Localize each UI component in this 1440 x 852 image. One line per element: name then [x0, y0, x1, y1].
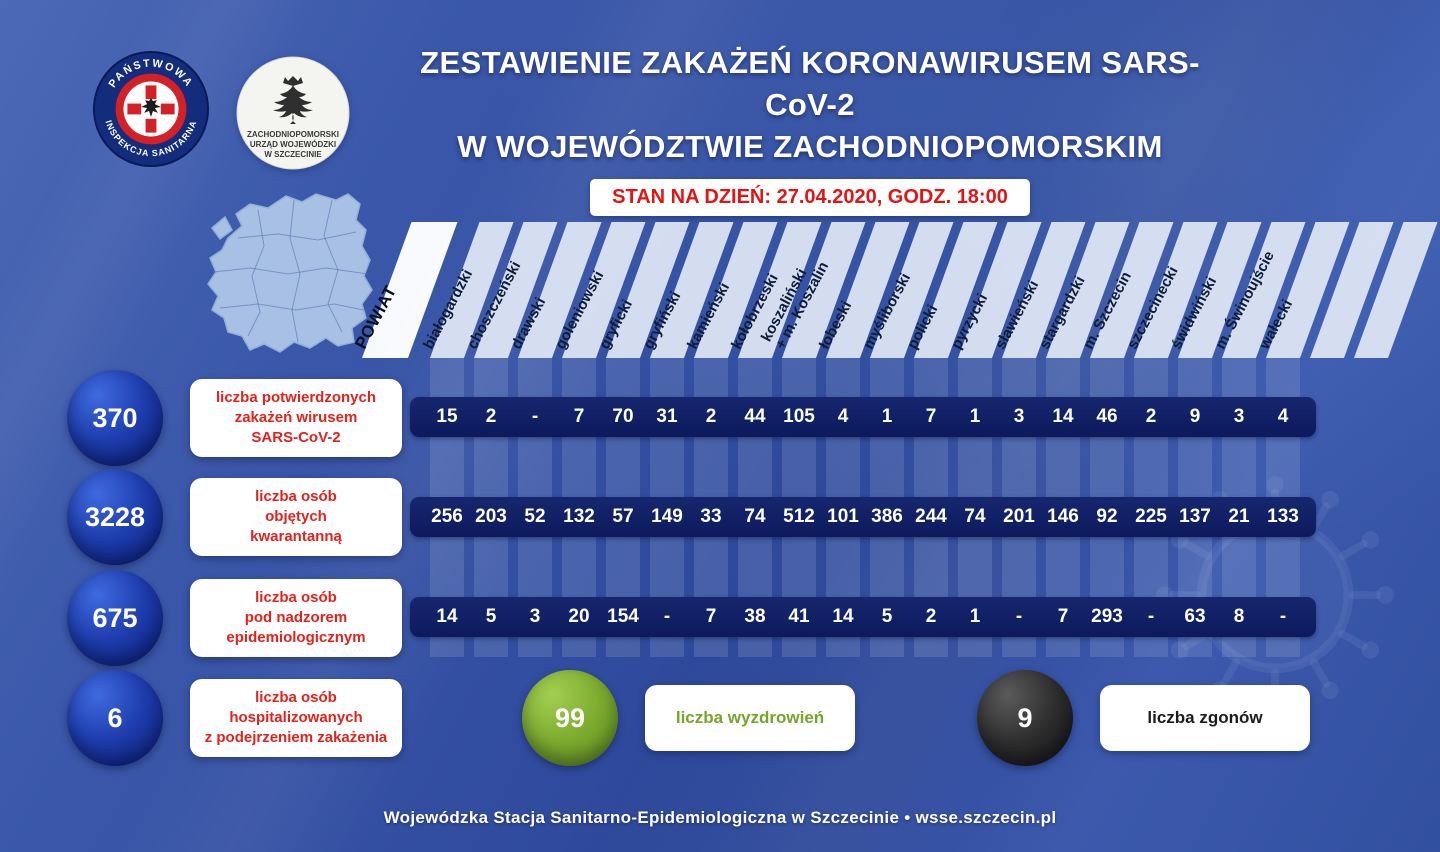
- stat-circle-surveillance: 675: [67, 570, 163, 666]
- cell-quarantine-19: 133: [1267, 506, 1299, 527]
- cell-quarantine-14: 146: [1047, 506, 1079, 527]
- cell-quarantine-2: 52: [524, 506, 546, 527]
- cell-confirmed-7: 44: [744, 406, 766, 427]
- cell-quarantine-0: 256: [431, 506, 463, 527]
- cell-surveillance-18: 8: [1233, 606, 1245, 627]
- voivodeship-office-logo: ZACHODNIOPOMORSKI URZĄD WOJEWÓDZKI W SZC…: [236, 56, 350, 170]
- cell-surveillance-0: 14: [436, 606, 458, 627]
- cell-quarantine-1: 203: [475, 506, 507, 527]
- footer-text: Wojewódzka Stacja Sanitarno-Epidemiologi…: [383, 808, 1057, 827]
- cell-confirmed-9: 4: [837, 406, 849, 427]
- cell-confirmed-15: 46: [1096, 406, 1118, 427]
- cell-confirmed-8: 105: [783, 406, 815, 427]
- cell-confirmed-17: 9: [1189, 406, 1201, 427]
- cell-surveillance-4: 154: [607, 606, 639, 627]
- cell-surveillance-8: 41: [788, 606, 810, 627]
- cell-quarantine-6: 33: [700, 506, 722, 527]
- stat-circle-deaths: 9: [977, 670, 1073, 766]
- cell-quarantine-4: 57: [612, 506, 634, 527]
- cell-surveillance-11: 2: [925, 606, 937, 627]
- cell-surveillance-5: -: [663, 606, 671, 627]
- cell-confirmed-13: 3: [1013, 406, 1025, 427]
- cell-confirmed-0: 15: [436, 406, 458, 427]
- sanitary-inspection-logo: PAŃSTWOWA INSPEKCJA SANITARNA: [92, 50, 210, 168]
- stat-circle-recovered: 99: [522, 670, 618, 766]
- cell-surveillance-16: -: [1147, 606, 1155, 627]
- cell-quarantine-3: 132: [563, 506, 595, 527]
- cell-confirmed-14: 14: [1052, 406, 1074, 427]
- voivodeship-map: [207, 193, 373, 353]
- cell-confirmed-11: 7: [925, 406, 937, 427]
- cell-surveillance-14: 7: [1057, 606, 1069, 627]
- cell-quarantine-15: 92: [1096, 506, 1118, 527]
- stat-circle-confirmed: 370: [67, 370, 163, 466]
- office-logo-line1: ZACHODNIOPOMORSKI: [247, 130, 339, 139]
- cell-surveillance-9: 14: [832, 606, 854, 627]
- row-bar-quarantine: [410, 497, 1316, 537]
- page-title-line2: W WOJEWÓDZTWIE ZACHODNIOPOMORSKIM: [457, 128, 1163, 164]
- eagle-icon: [141, 98, 161, 117]
- stat-circle-hospitalized: 6: [67, 670, 163, 766]
- stat-label-quarantine: liczba osób objętych kwarantanną: [190, 478, 402, 556]
- stat-label-surveillance: liczba osób pod nadzorem epidemiologiczn…: [190, 579, 402, 657]
- cell-quarantine-12: 74: [964, 506, 986, 527]
- stat-total-hospitalized: 6: [107, 702, 123, 733]
- cell-surveillance-19: -: [1279, 606, 1287, 627]
- stat-label-confirmed: liczba potwierdzonych zakażeń wirusem SA…: [190, 379, 402, 457]
- cell-confirmed-19: 4: [1277, 406, 1289, 427]
- cell-confirmed-3: 7: [573, 406, 585, 427]
- cell-confirmed-4: 70: [612, 406, 634, 427]
- cell-quarantine-17: 137: [1179, 506, 1211, 527]
- cell-surveillance-1: 5: [485, 606, 497, 627]
- cell-surveillance-17: 63: [1184, 606, 1206, 627]
- cell-quarantine-10: 386: [871, 506, 903, 527]
- cell-quarantine-8: 512: [783, 506, 815, 527]
- cell-confirmed-6: 2: [705, 406, 717, 427]
- row-bar-surveillance: [410, 597, 1316, 637]
- cell-surveillance-3: 20: [568, 606, 590, 627]
- cell-surveillance-10: 5: [881, 606, 893, 627]
- cell-confirmed-16: 2: [1145, 406, 1157, 427]
- office-logo-line2: URZĄD WOJEWÓDZKI: [250, 140, 336, 149]
- stat-total-deaths: 9: [1017, 702, 1033, 733]
- cell-quarantine-16: 225: [1135, 506, 1167, 527]
- cell-confirmed-18: 3: [1233, 406, 1245, 427]
- row-bar-confirmed: [410, 397, 1316, 437]
- stat-total-confirmed: 370: [92, 402, 138, 433]
- stat-circle-quarantine: 3228: [67, 469, 163, 565]
- date-banner: STAN NA DZIEŃ: 27.04.2020, GODZ. 18:00: [590, 178, 1030, 216]
- cell-quarantine-18: 21: [1228, 506, 1250, 527]
- cell-confirmed-12: 1: [969, 406, 981, 427]
- stat-total-quarantine: 3228: [84, 501, 146, 532]
- page-title-line1: ZESTAWIENIE ZAKAŻEŃ KORONAWIRUSEM SARS-C…: [420, 45, 1200, 122]
- office-eagle-icon: [273, 76, 313, 124]
- cell-confirmed-1: 2: [485, 406, 497, 427]
- cell-confirmed-10: 1: [881, 406, 893, 427]
- stat-label-recovered: liczba wyzdrowień: [645, 685, 855, 751]
- cell-surveillance-7: 38: [744, 606, 766, 627]
- stat-total-recovered: 99: [554, 702, 586, 733]
- cell-quarantine-7: 74: [744, 506, 766, 527]
- title-block: ZESTAWIENIE ZAKAŻEŃ KORONAWIRUSEM SARS-C…: [390, 42, 1230, 216]
- cell-confirmed-2: -: [531, 406, 539, 427]
- cell-surveillance-6: 7: [705, 606, 717, 627]
- cell-quarantine-13: 201: [1003, 506, 1035, 527]
- cell-surveillance-13: -: [1015, 606, 1023, 627]
- stat-total-surveillance: 675: [92, 602, 138, 633]
- cell-quarantine-11: 244: [915, 506, 947, 527]
- stat-label-hospitalized: liczba osób hospitalizowanych z podejrze…: [190, 679, 402, 757]
- cell-surveillance-15: 293: [1091, 606, 1123, 627]
- stat-label-deaths: liczba zgonów: [1100, 685, 1310, 751]
- office-logo-line3: W SZCZECINIE: [264, 150, 322, 159]
- cell-quarantine-9: 101: [827, 506, 859, 527]
- cell-confirmed-5: 31: [656, 406, 678, 427]
- cell-surveillance-2: 3: [529, 606, 541, 627]
- cell-quarantine-5: 149: [651, 506, 683, 527]
- cell-surveillance-12: 1: [969, 606, 981, 627]
